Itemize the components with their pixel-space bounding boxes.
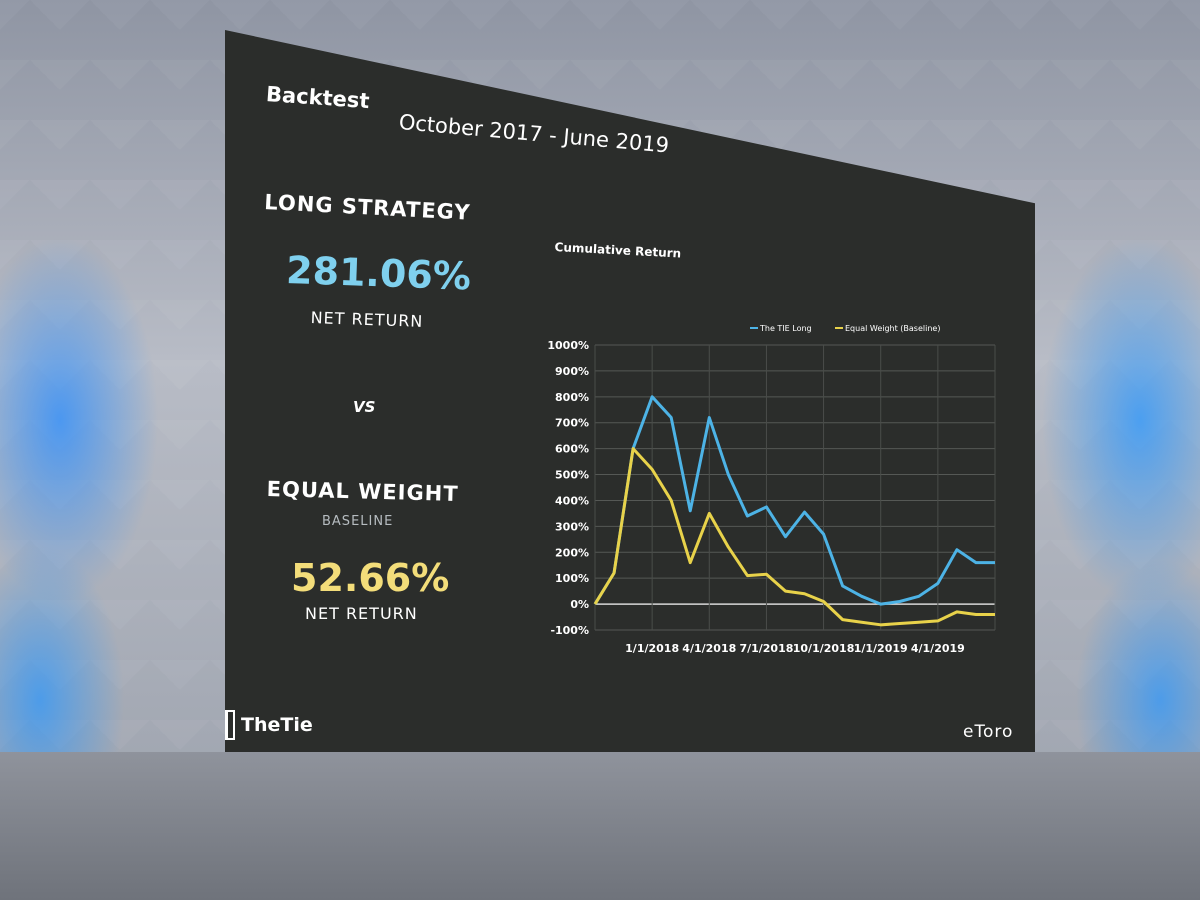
y-tick-label: 0%	[570, 598, 589, 611]
y-tick-label: 100%	[555, 572, 589, 585]
thetie-logo-mark	[225, 710, 235, 740]
equal-weight-return: 52.66%	[291, 556, 450, 600]
legend-label: The TIE Long	[759, 324, 812, 333]
y-tick-label: 300%	[555, 520, 589, 533]
x-tick-label: 7/1/2018	[739, 642, 793, 655]
long-strategy-return: 281.06%	[285, 248, 472, 299]
y-tick-label: 800%	[555, 391, 589, 404]
slide-title: Backtest	[265, 82, 371, 114]
x-tick-label: 10/1/2018	[793, 642, 855, 655]
series-line-equal-weight	[593, 447, 995, 627]
x-tick-label: 1/1/2019	[854, 642, 908, 655]
slide-period: October 2017 - June 2019	[397, 110, 670, 158]
versus-label: VS	[353, 398, 376, 416]
slide: Backtest October 2017 - June 2019 LONG S…	[225, 30, 1035, 752]
y-tick-label: 600%	[555, 443, 589, 456]
cumulative-return-chart: 1000% 900% 800% 700% 600% 500% 400% 300% 200% 100…	[547, 324, 996, 655]
long-strategy-heading: LONG STRATEGY	[263, 190, 472, 225]
x-tick-label: 1/1/2018	[625, 642, 679, 655]
long-strategy-label: NET RETURN	[310, 308, 424, 331]
y-tick-label: 900%	[555, 365, 589, 378]
y-tick-label: 200%	[555, 546, 589, 559]
y-tick-label: -100%	[550, 624, 589, 637]
legend-label: Equal Weight (Baseline)	[845, 324, 940, 333]
equal-weight-label: NET RETURN	[305, 604, 418, 623]
thetie-logo: TheTie	[225, 710, 313, 740]
y-tick-label: 700%	[555, 417, 589, 430]
y-tick-label: 400%	[555, 494, 589, 507]
x-tick-label: 4/1/2018	[682, 642, 736, 655]
y-tick-label: 500%	[555, 469, 589, 482]
series-line-tie-long	[593, 395, 995, 606]
stage-floor	[0, 752, 1200, 900]
equal-weight-heading: EQUAL WEIGHT	[266, 477, 459, 507]
equal-weight-subheading: BASELINE	[322, 514, 394, 529]
thetie-logo-text: TheTie	[241, 714, 313, 736]
etoro-logo: eToro	[963, 722, 1014, 742]
chart-title: Cumulative Return	[554, 240, 682, 261]
x-tick-label: 4/1/2019	[911, 642, 965, 655]
y-tick-label: 1000%	[547, 339, 589, 352]
